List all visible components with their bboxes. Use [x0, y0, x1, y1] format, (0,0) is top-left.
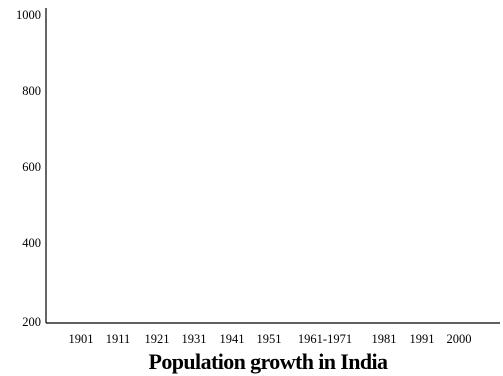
- y-tick-label: 200: [22, 315, 41, 329]
- x-tick-label: 1941: [220, 332, 245, 346]
- y-tick-label: 800: [22, 84, 41, 98]
- x-tick-label: 1981: [372, 332, 397, 346]
- x-tick-label: 1951: [257, 332, 282, 346]
- y-tick-label: 400: [22, 236, 41, 250]
- x-tick-label: 1931: [182, 332, 207, 346]
- x-tick-label: 1901: [69, 332, 94, 346]
- chart-title: Population growth in India: [149, 349, 389, 374]
- x-tick-label: 1911: [106, 332, 131, 346]
- x-tick-label: 2000: [447, 332, 472, 346]
- y-tick-label: 600: [22, 160, 41, 174]
- x-tick-label: 1961-1971: [298, 332, 352, 346]
- y-tick-label: 1000: [16, 8, 41, 22]
- x-tick-label: 1991: [410, 332, 435, 346]
- y-tick-labels: 1000 800 600 400 200: [16, 8, 41, 329]
- x-tick-label: 1921: [145, 332, 170, 346]
- x-tick-labels: 1901 1911 1921 1931 1941 1951 1961-1971 1981 199…: [69, 332, 472, 346]
